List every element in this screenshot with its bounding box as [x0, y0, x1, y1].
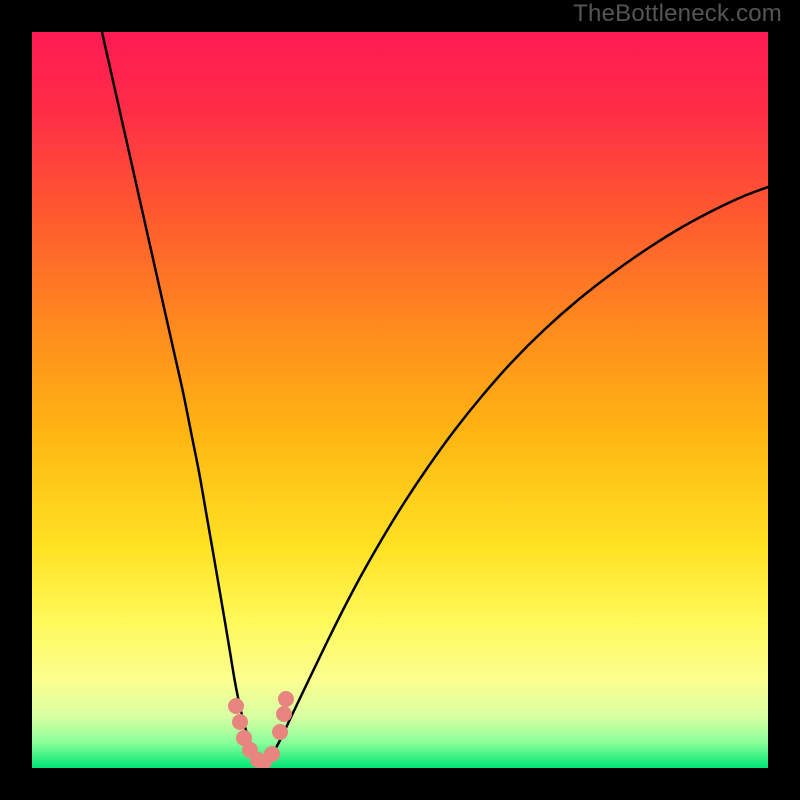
marker-dot — [228, 698, 244, 714]
watermark-text: TheBottleneck.com — [573, 0, 782, 28]
marker-dot — [264, 746, 280, 762]
marker-dot — [232, 714, 248, 730]
gradient-background — [32, 32, 768, 768]
marker-dot — [272, 724, 288, 740]
marker-dot — [276, 706, 292, 722]
chart-svg — [32, 32, 768, 768]
marker-dot — [278, 691, 294, 707]
chart-frame: TheBottleneck.com — [0, 0, 800, 800]
plot-area — [32, 32, 768, 768]
